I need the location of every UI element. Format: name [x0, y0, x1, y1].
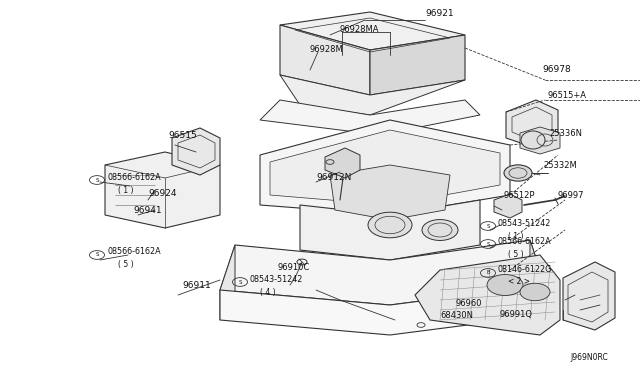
Text: 25332M: 25332M [543, 160, 577, 170]
Text: J969N0RC: J969N0RC [570, 353, 608, 362]
Text: B: B [486, 270, 490, 276]
Polygon shape [260, 120, 510, 215]
Polygon shape [220, 245, 235, 320]
Text: 96515: 96515 [168, 131, 196, 140]
Polygon shape [280, 12, 465, 50]
Text: 08566-6162A: 08566-6162A [108, 173, 162, 182]
Text: 96515+A: 96515+A [548, 90, 587, 99]
Polygon shape [172, 128, 220, 175]
Text: 08566-6162A: 08566-6162A [498, 237, 552, 246]
Text: S: S [486, 224, 490, 228]
Text: ( 4 ): ( 4 ) [260, 288, 276, 296]
Text: < 2 >: < 2 > [508, 278, 530, 286]
Text: 25336N: 25336N [549, 128, 582, 138]
Polygon shape [563, 262, 615, 330]
Text: 96912N: 96912N [316, 173, 351, 183]
Text: ( 1 ): ( 1 ) [118, 186, 134, 195]
Text: 96910C: 96910C [278, 263, 310, 273]
Polygon shape [530, 240, 545, 300]
Polygon shape [105, 152, 220, 228]
Polygon shape [520, 127, 560, 154]
Text: 96921: 96921 [425, 10, 454, 19]
Polygon shape [280, 25, 370, 95]
Text: 96941: 96941 [133, 205, 162, 215]
Ellipse shape [521, 131, 545, 149]
Text: 96924: 96924 [148, 189, 177, 198]
Text: 96991Q: 96991Q [500, 311, 533, 320]
Text: S: S [95, 253, 99, 257]
Text: 08543-51242: 08543-51242 [498, 218, 552, 228]
Text: S: S [486, 241, 490, 247]
Circle shape [504, 165, 532, 181]
Text: 08146-6122G: 08146-6122G [498, 266, 552, 275]
Polygon shape [415, 255, 560, 335]
Polygon shape [494, 194, 522, 218]
Polygon shape [220, 285, 545, 335]
Text: 96928M: 96928M [310, 45, 344, 55]
Polygon shape [370, 35, 465, 95]
Text: S: S [238, 279, 242, 285]
Text: 96960: 96960 [455, 298, 481, 308]
Polygon shape [506, 100, 558, 148]
Circle shape [422, 219, 458, 240]
Polygon shape [260, 100, 480, 135]
Text: ( 1 ): ( 1 ) [508, 231, 524, 241]
Polygon shape [220, 240, 545, 305]
Text: 96512P: 96512P [503, 190, 534, 199]
Text: 08543-51242: 08543-51242 [250, 276, 303, 285]
Text: ( 5 ): ( 5 ) [118, 260, 134, 269]
Text: 96997: 96997 [558, 190, 584, 199]
Text: 96928MA: 96928MA [340, 26, 380, 35]
Circle shape [487, 275, 523, 295]
Text: ( 5 ): ( 5 ) [508, 250, 524, 259]
Polygon shape [300, 200, 480, 260]
Polygon shape [270, 130, 500, 205]
Text: 08566-6162A: 08566-6162A [108, 247, 162, 257]
Text: 96911: 96911 [182, 280, 211, 289]
Text: 96978: 96978 [542, 65, 571, 74]
Circle shape [368, 212, 412, 238]
Circle shape [520, 283, 550, 301]
Polygon shape [330, 165, 450, 220]
Text: 68430N: 68430N [440, 311, 473, 320]
Polygon shape [280, 75, 465, 115]
Text: S: S [95, 177, 99, 183]
Polygon shape [325, 148, 360, 178]
